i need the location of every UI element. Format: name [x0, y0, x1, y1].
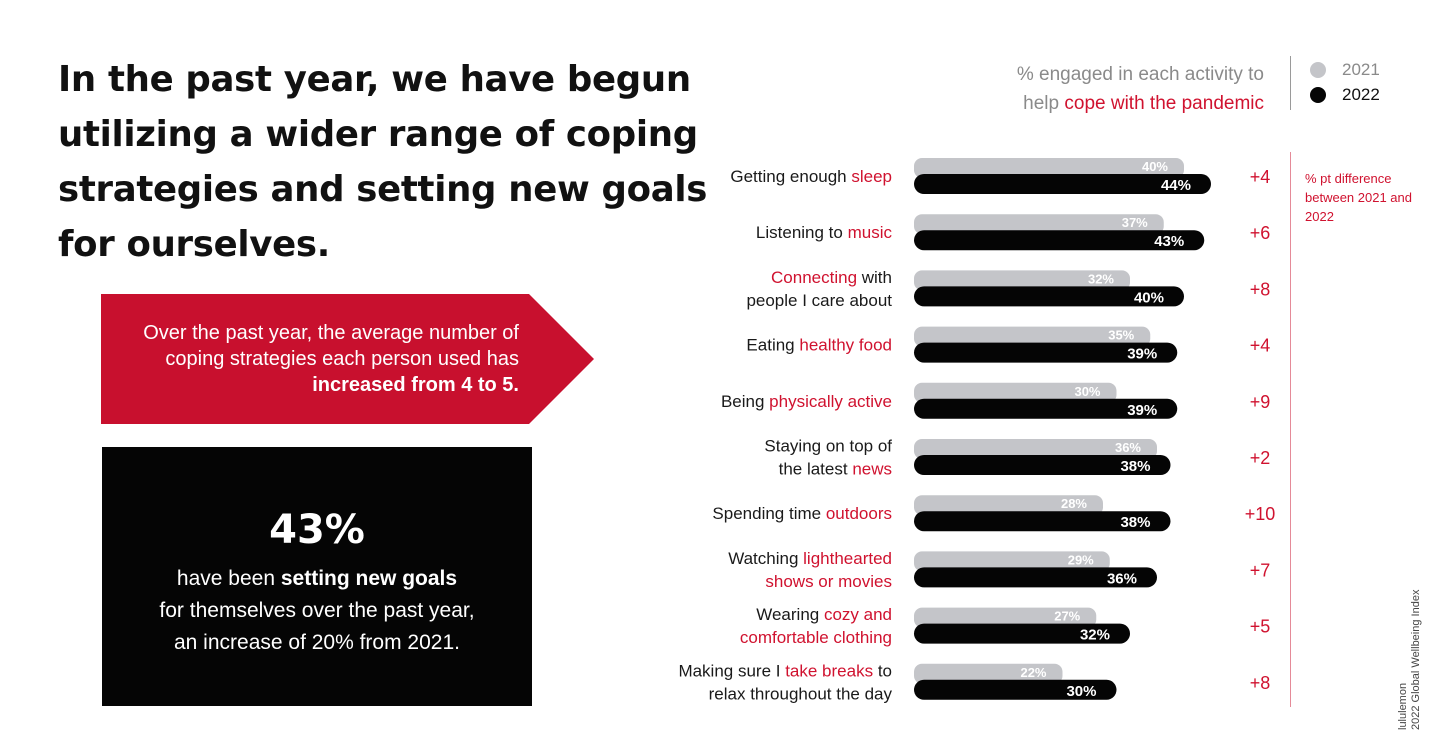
category-label: Wearing cozy and — [756, 605, 892, 624]
callout-text-bold: increased from 4 to 5. — [312, 374, 519, 396]
legend-item-2022: 2022 — [1310, 85, 1380, 105]
bar-2021 — [914, 158, 1184, 178]
difference-label: +2 — [1250, 448, 1271, 468]
data-label-2022: 39% — [1127, 346, 1157, 363]
callout-text: Over the past year, the average number o… — [101, 320, 519, 398]
bar-2022 — [914, 567, 1157, 588]
data-label-2022: 44% — [1161, 177, 1191, 194]
bar-2022 — [914, 174, 1211, 194]
category-label: shows or movies — [765, 572, 892, 591]
data-label-2021: 40% — [1142, 159, 1168, 174]
category-label: Listening to music — [756, 223, 893, 242]
goals-stat-text: have been setting new goals for themselv… — [102, 563, 532, 659]
legend-label-2022: 2022 — [1342, 85, 1380, 104]
difference-label: +6 — [1250, 223, 1271, 243]
footer-credit: lululemon 2022 Global Wellbeing Index — [1397, 580, 1423, 730]
data-label-2021: 29% — [1068, 552, 1094, 567]
goals-stat-bold: setting new goals — [280, 567, 458, 590]
category-label: Spending time outdoors — [712, 504, 892, 523]
bar-2021 — [914, 551, 1110, 572]
bar-2022 — [914, 623, 1130, 644]
bar-2021 — [914, 439, 1157, 459]
data-label-2021: 37% — [1122, 215, 1148, 230]
category-label: Getting enough sleep — [730, 167, 892, 186]
data-label-2021: 32% — [1088, 271, 1114, 286]
data-label-2021: 35% — [1108, 328, 1134, 343]
data-label-2022: 43% — [1154, 233, 1184, 250]
legend-swatch-2021 — [1310, 62, 1326, 78]
difference-label: +4 — [1250, 336, 1271, 356]
category-label: Making sure I take breaks to — [678, 661, 892, 680]
bar-2021 — [914, 663, 1063, 684]
difference-label: +7 — [1250, 560, 1271, 580]
chart-subtitle-prefix: help — [1023, 93, 1060, 114]
bar-2022 — [914, 398, 1178, 419]
bar-2021 — [914, 495, 1103, 516]
bar-2021 — [914, 270, 1130, 291]
chart-subtitle-line1: % engaged in each activity to — [1016, 64, 1264, 85]
legend-label-2021: 2021 — [1342, 60, 1380, 79]
goals-stat-box: 43% have been setting new goals for them… — [102, 447, 532, 706]
difference-label: +10 — [1245, 504, 1276, 524]
data-label-2021: 36% — [1115, 440, 1141, 455]
category-label: comfortable clothing — [740, 628, 892, 647]
difference-label: +4 — [1250, 167, 1271, 187]
coping-callout: Over the past year, the average number o… — [101, 294, 596, 424]
category-label: Eating healthy food — [746, 336, 892, 355]
data-label-2022: 40% — [1134, 289, 1164, 306]
bar-2022 — [914, 511, 1171, 532]
data-label-2021: 30% — [1074, 384, 1100, 399]
bar-2021 — [914, 382, 1117, 403]
difference-note: % pt difference between 2021 and 2022 — [1305, 171, 1412, 224]
data-label-2022: 38% — [1120, 458, 1150, 475]
headline: In the past year, we have begun utilizin… — [58, 59, 708, 265]
callout-arrow-shape — [101, 294, 594, 424]
data-label-2021: 28% — [1061, 496, 1087, 511]
category-label: Being physically active — [721, 392, 892, 411]
category-label: Watching lighthearted — [728, 549, 892, 568]
legend-divider — [1290, 56, 1291, 110]
chart-subtitle: % engaged in each activity to help cope … — [960, 60, 1264, 118]
data-label-2022: 38% — [1120, 514, 1150, 531]
difference-divider — [1290, 152, 1291, 707]
goals-stat-prefix: have been — [176, 567, 276, 590]
chart-legend: 2021 2022 — [1290, 56, 1400, 112]
callout-text-regular: Over the past year, the average number o… — [143, 322, 519, 370]
goals-stat-number: 43% — [269, 507, 365, 553]
chart-subtitle-accent: cope with the pandemic — [1064, 93, 1264, 114]
footer-report: 2022 Global Wellbeing Index — [1410, 589, 1422, 730]
category-label: people I care about — [746, 291, 892, 310]
data-label-2022: 32% — [1080, 627, 1110, 644]
bar-2021 — [914, 326, 1151, 347]
difference-label: +8 — [1250, 279, 1271, 299]
category-label: relax throughout the day — [709, 684, 893, 703]
category-label: Connecting with — [771, 268, 892, 287]
legend-swatch-2022 — [1310, 87, 1326, 103]
category-label: the latest news — [779, 460, 892, 479]
bar-2022 — [914, 342, 1178, 363]
bar-2021 — [914, 214, 1164, 235]
bar-2021 — [914, 607, 1097, 628]
data-label-2022: 39% — [1127, 402, 1157, 419]
goals-stat-line3: an increase of 20% from 2021. — [173, 631, 460, 654]
data-label-2021: 27% — [1054, 609, 1080, 624]
legend-item-2021: 2021 — [1310, 60, 1380, 80]
footer-brand: lululemon — [1397, 682, 1409, 730]
goals-stat-line2: for themselves over the past year, — [159, 599, 475, 622]
bar-2022 — [914, 286, 1184, 307]
bar-2022 — [914, 230, 1205, 251]
data-label-2021: 22% — [1020, 665, 1046, 680]
category-label: Staying on top of — [764, 437, 892, 456]
difference-label: +5 — [1250, 617, 1271, 637]
data-label-2022: 30% — [1066, 683, 1096, 700]
bar-2022 — [914, 455, 1171, 475]
bar-2022 — [914, 679, 1117, 700]
difference-label: +8 — [1250, 673, 1271, 693]
difference-label: +9 — [1250, 392, 1271, 412]
data-label-2022: 36% — [1107, 570, 1137, 587]
